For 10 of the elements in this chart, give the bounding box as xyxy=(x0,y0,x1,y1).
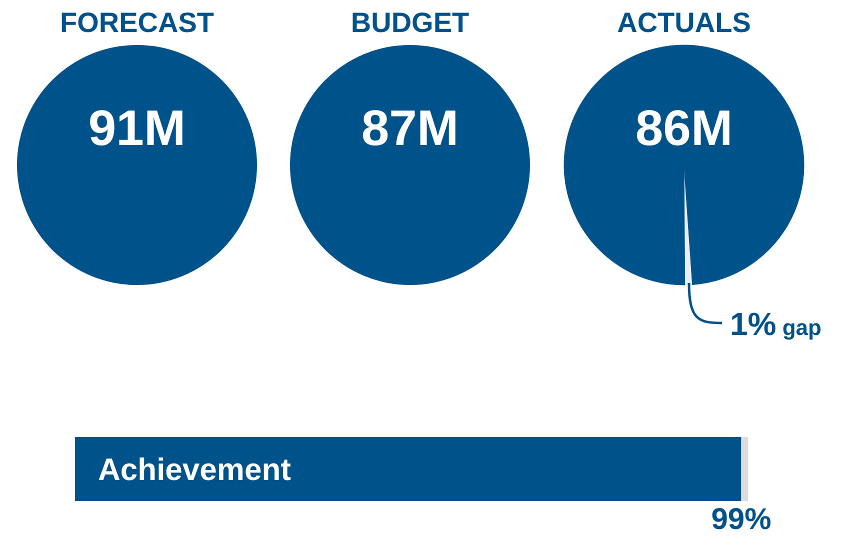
data-label: 99% xyxy=(711,503,772,536)
text: 91M xyxy=(88,100,186,156)
text: FORECAST xyxy=(60,7,214,38)
chart-title: ACTUALS xyxy=(617,7,751,38)
category-label: Achievement xyxy=(98,452,291,487)
text: 87M xyxy=(361,100,459,156)
text: BUDGET xyxy=(350,7,470,38)
text: 1% gap xyxy=(730,306,822,342)
pie-slice xyxy=(564,44,804,286)
text: 86M xyxy=(635,100,733,156)
